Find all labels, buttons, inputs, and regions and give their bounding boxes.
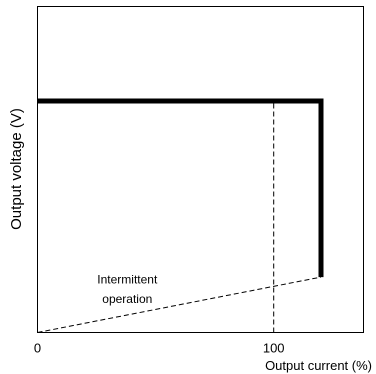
annotations: Intermittent operation <box>97 273 158 307</box>
series-line-0 <box>37 98 324 278</box>
x-tick-label-1: 100 <box>263 341 285 356</box>
annotation-1: operation <box>102 292 152 306</box>
series-layer <box>37 98 324 333</box>
plot-frame <box>37 6 364 333</box>
x-tick-labels: 0 100 <box>34 341 285 356</box>
y-axis-label: Output voltage (V) <box>8 108 25 230</box>
annotation-0: Intermittent <box>97 273 158 287</box>
x-tick-label-0: 0 <box>34 341 41 356</box>
x-axis-label: Output current (%) <box>265 358 372 373</box>
series-line-1 <box>37 276 322 333</box>
